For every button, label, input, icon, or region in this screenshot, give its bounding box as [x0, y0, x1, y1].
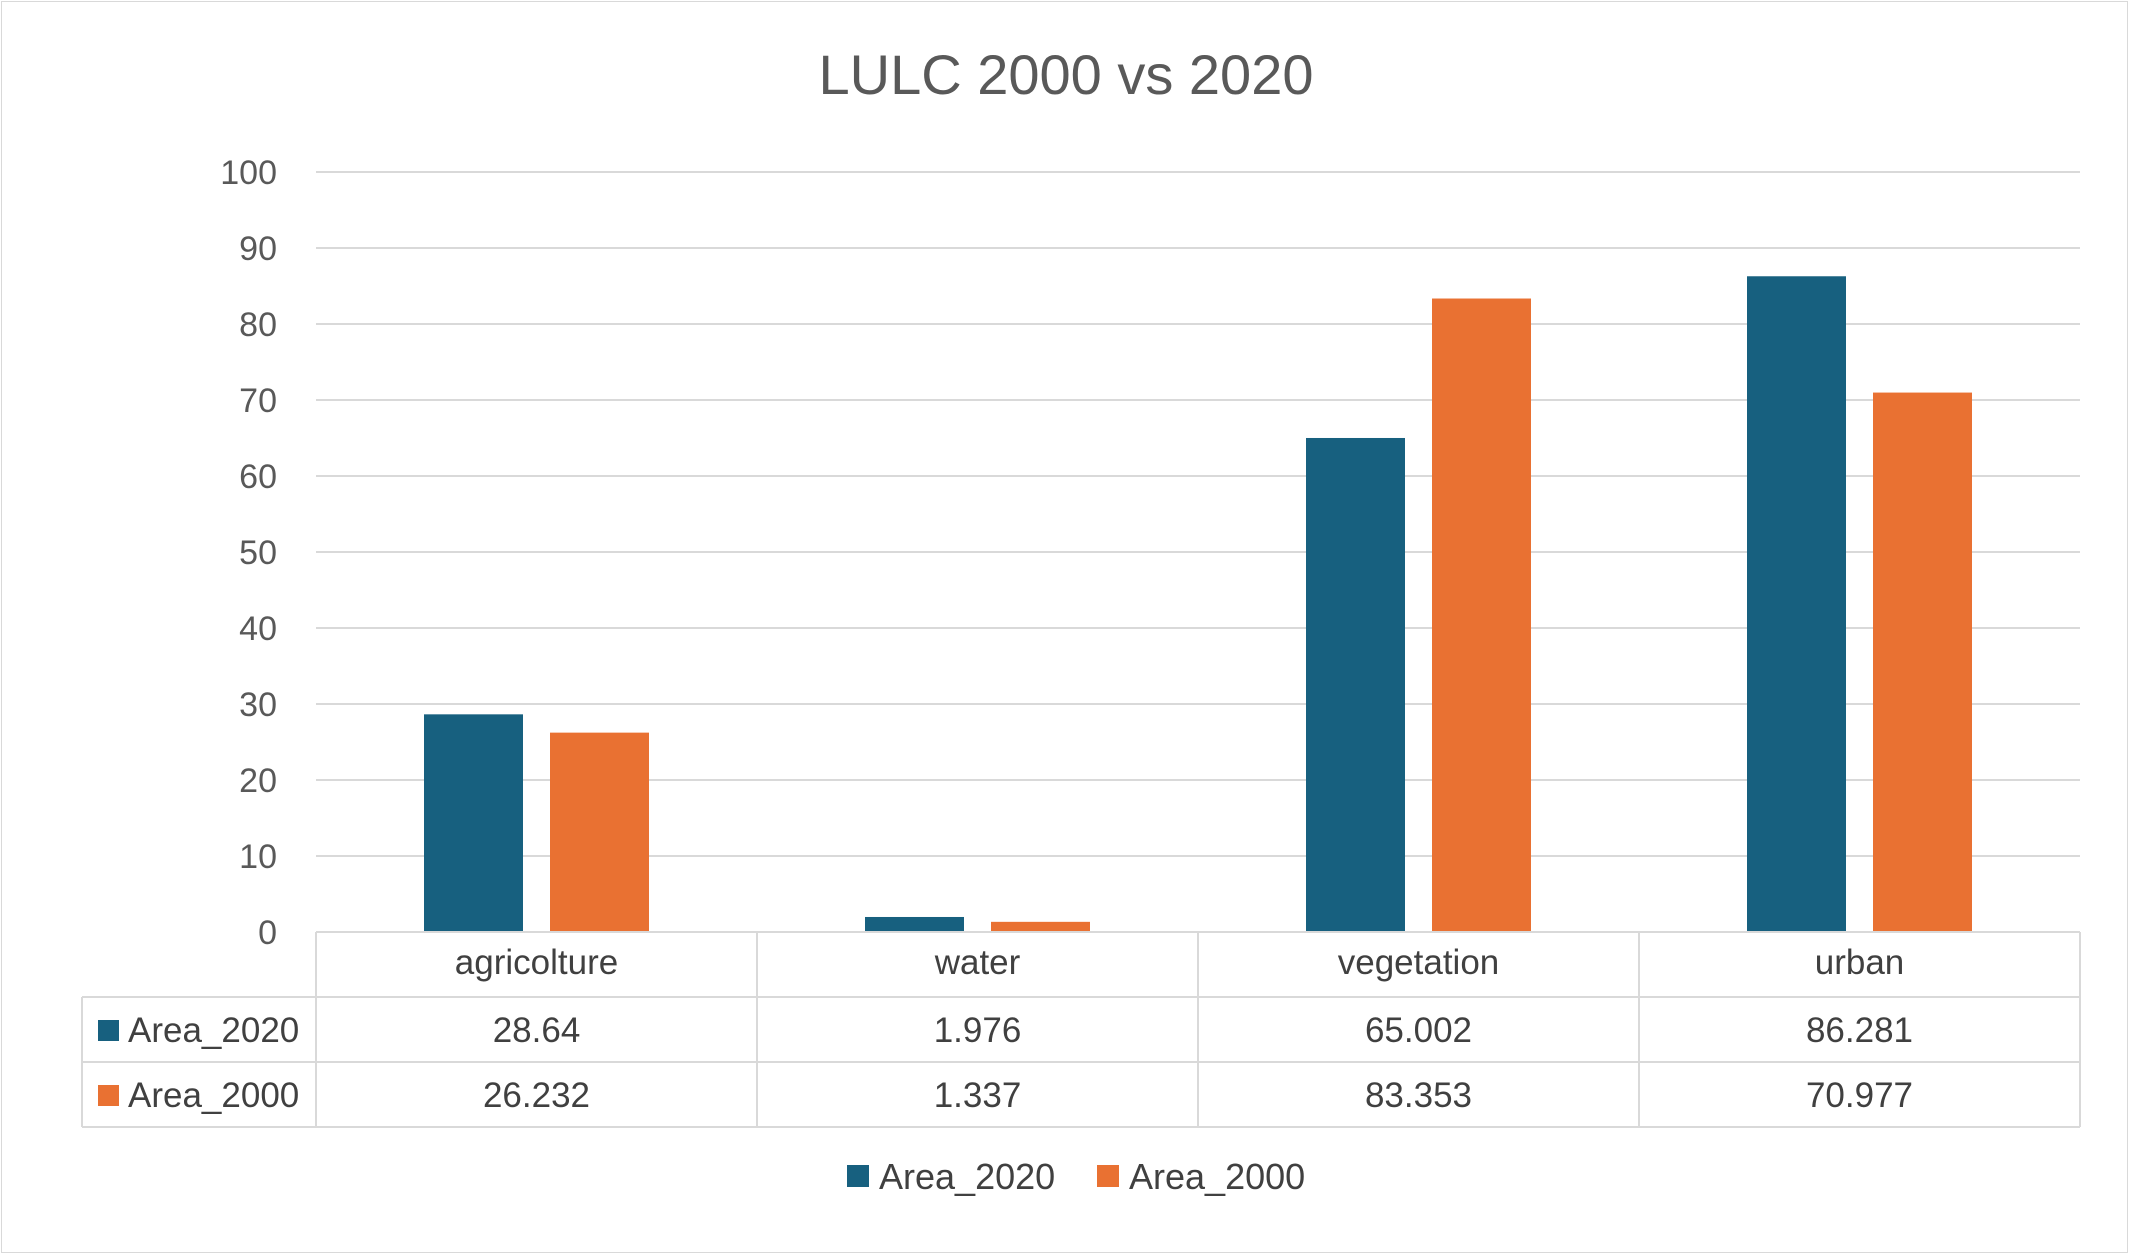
legend: Area_2020 Area_2000 — [847, 1156, 1305, 1197]
y-tick-label: 10 — [239, 838, 277, 876]
y-tick-label: 40 — [239, 610, 277, 648]
bar-Area_2000-urban — [1873, 392, 1972, 932]
x-category-label: urban — [1815, 943, 1905, 982]
table-series-label: Area_2020 — [128, 1011, 299, 1050]
legend-label: Area_2000 — [1129, 1156, 1305, 1197]
y-axis-ticks: 0 10 20 30 40 50 60 70 80 90 100 — [220, 154, 277, 952]
x-category-label: vegetation — [1338, 943, 1500, 982]
bar-Area_2020-urban — [1747, 276, 1846, 932]
y-tick-label: 100 — [220, 154, 277, 192]
table-legend-key — [98, 1020, 119, 1041]
table-value-cell: 1.337 — [934, 1076, 1022, 1115]
legend-label: Area_2020 — [879, 1156, 1055, 1197]
legend-swatch — [1097, 1165, 1119, 1187]
x-category-label: water — [934, 943, 1021, 982]
table-value-cell: 28.64 — [493, 1011, 581, 1050]
bar-Area_2000-vegetation — [1432, 298, 1531, 932]
legend-swatch — [847, 1165, 869, 1187]
y-tick-label: 60 — [239, 458, 277, 496]
y-tick-label: 50 — [239, 534, 277, 572]
table-series-label: Area_2000 — [128, 1076, 299, 1115]
bar-Area_2020-agricolture — [424, 714, 523, 932]
bar-Area_2000-water — [991, 921, 1090, 932]
bars — [424, 276, 1972, 932]
y-tick-label: 80 — [239, 306, 277, 344]
bar-Area_2000-agricolture — [550, 732, 649, 932]
y-tick-label: 90 — [239, 230, 277, 268]
x-category-label: agricolture — [455, 943, 618, 982]
bar-Area_2020-vegetation — [1306, 437, 1405, 932]
table-value-cell: 83.353 — [1365, 1076, 1472, 1115]
table-value-cell: 26.232 — [483, 1076, 590, 1115]
table-value-cell: 1.976 — [934, 1011, 1022, 1050]
table-legend-key — [98, 1085, 119, 1106]
data-table: agricolture water vegetation urban Area_2020… — [81, 931, 2081, 1128]
y-tick-label: 70 — [239, 382, 277, 420]
y-tick-label: 0 — [258, 914, 277, 952]
table-value-cell: 86.281 — [1806, 1011, 1913, 1050]
bar-Area_2020-water — [865, 916, 964, 932]
y-tick-label: 20 — [239, 762, 277, 800]
chart-title: LULC 2000 vs 2020 — [818, 43, 1313, 106]
table-value-cell: 65.002 — [1365, 1011, 1472, 1050]
table-value-cell: 70.977 — [1806, 1076, 1913, 1115]
y-tick-label: 30 — [239, 686, 277, 724]
